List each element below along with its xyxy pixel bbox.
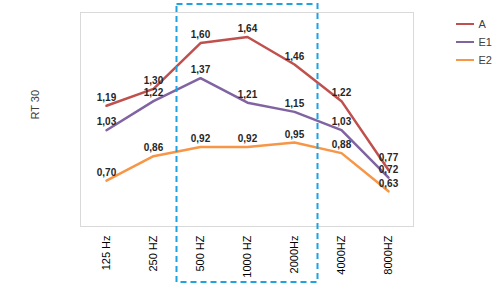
svg-text:0,72: 0,72 <box>379 164 399 175</box>
svg-text:0,92: 0,92 <box>238 133 258 144</box>
svg-text:1,37: 1,37 <box>191 64 211 75</box>
svg-text:250 HZ: 250 HZ <box>147 235 159 271</box>
svg-text:1,30: 1,30 <box>144 75 164 86</box>
svg-text:0,92: 0,92 <box>191 133 211 144</box>
svg-text:1,46: 1,46 <box>285 51 305 62</box>
svg-text:1,15: 1,15 <box>285 98 305 109</box>
svg-text:0,77: 0,77 <box>379 152 399 163</box>
svg-text:1,03: 1,03 <box>97 116 117 127</box>
html-text:E2: E2 <box>478 54 492 66</box>
svg-text:1,03: 1,03 <box>332 116 352 127</box>
svg-text:8000HZ: 8000HZ <box>382 235 394 274</box>
svg-text:125 Hz: 125 Hz <box>100 236 112 271</box>
svg-text:4000HZ: 4000HZ <box>335 235 347 274</box>
svg-text:1,21: 1,21 <box>238 89 258 100</box>
html-text:A: A <box>478 18 486 30</box>
svg-text:1,22: 1,22 <box>144 87 164 98</box>
svg-text:0,88: 0,88 <box>332 139 352 150</box>
svg-text:500 HZ: 500 HZ <box>194 235 206 271</box>
svg-text:1,60: 1,60 <box>191 29 211 40</box>
svg-text:1,19: 1,19 <box>97 92 117 103</box>
svg-text:2000Hz: 2000Hz <box>288 236 300 274</box>
svg-text:0,95: 0,95 <box>285 129 305 140</box>
svg-text:1,22: 1,22 <box>332 87 352 98</box>
svg-text:0,86: 0,86 <box>144 142 164 153</box>
svg-text:1000 HZ: 1000 HZ <box>241 235 253 277</box>
html-text:E1: E1 <box>478 36 492 48</box>
svg-text:0,63: 0,63 <box>379 178 399 189</box>
svg-text:1,64: 1,64 <box>238 23 258 34</box>
svg-text:0,70: 0,70 <box>97 167 117 178</box>
svg-text:RT 30: RT 30 <box>29 90 41 120</box>
